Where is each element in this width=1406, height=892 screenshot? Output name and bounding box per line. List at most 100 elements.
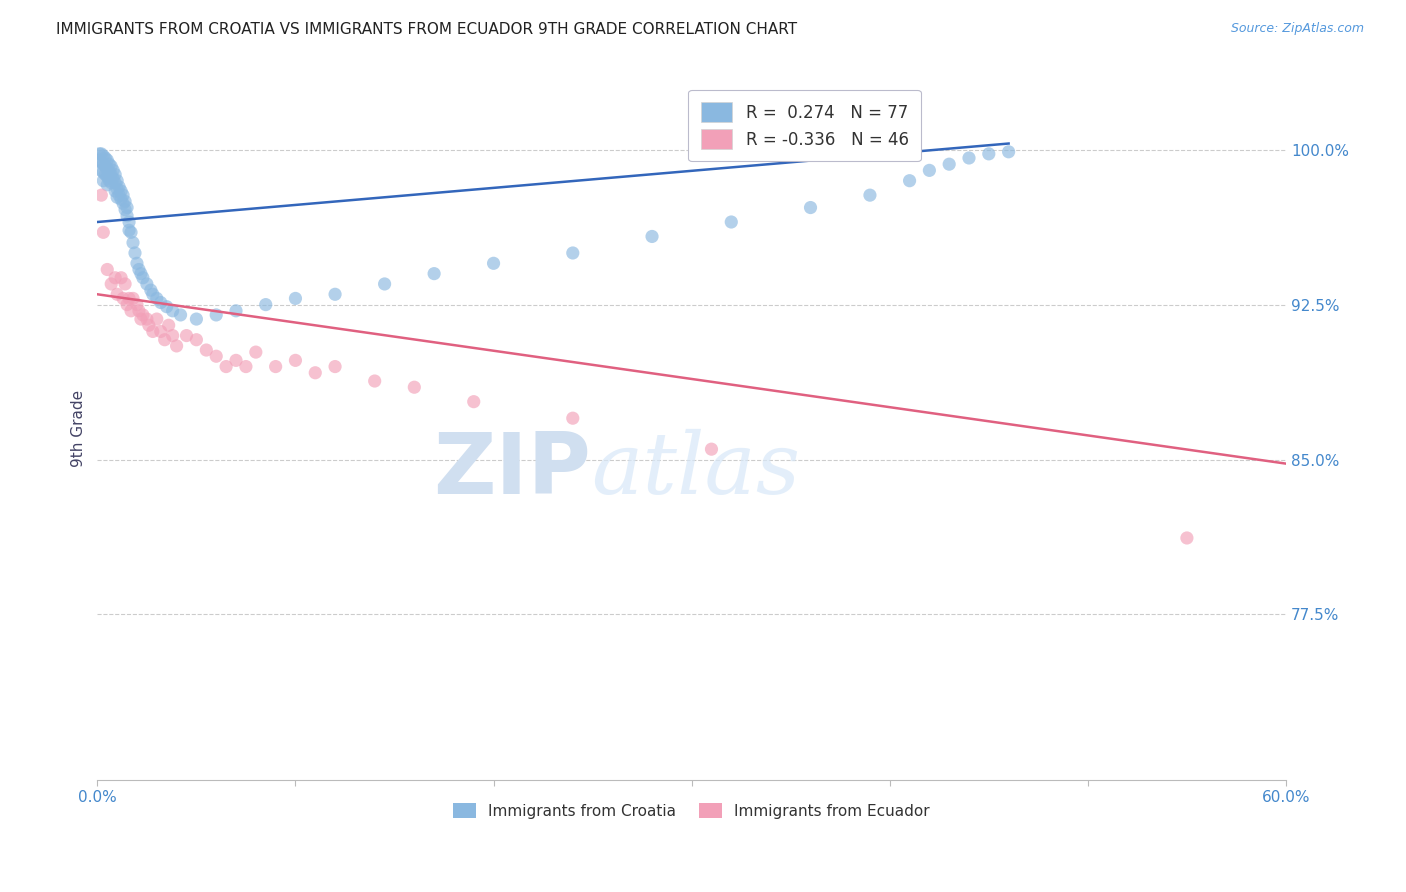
Point — [114, 277, 136, 291]
Point — [129, 312, 152, 326]
Point — [363, 374, 385, 388]
Point — [105, 174, 128, 188]
Point — [162, 303, 184, 318]
Point — [104, 270, 127, 285]
Point — [122, 235, 145, 250]
Point — [118, 223, 141, 237]
Point — [157, 318, 180, 333]
Point — [96, 153, 118, 167]
Point — [96, 178, 118, 192]
Point — [104, 176, 127, 190]
Point — [100, 176, 122, 190]
Point — [114, 202, 136, 217]
Point — [110, 270, 132, 285]
Point — [482, 256, 505, 270]
Legend: Immigrants from Croatia, Immigrants from Ecuador: Immigrants from Croatia, Immigrants from… — [447, 797, 936, 824]
Point — [105, 190, 128, 204]
Point — [105, 182, 128, 196]
Point — [323, 287, 346, 301]
Point — [128, 262, 150, 277]
Point — [115, 297, 138, 311]
Point — [132, 308, 155, 322]
Point — [125, 256, 148, 270]
Point — [120, 303, 142, 318]
Point — [118, 292, 141, 306]
Text: atlas: atlas — [591, 429, 800, 512]
Point — [91, 165, 114, 179]
Point — [91, 157, 114, 171]
Point — [110, 184, 132, 198]
Point — [997, 145, 1019, 159]
Point — [142, 287, 165, 301]
Point — [112, 196, 135, 211]
Point — [91, 149, 114, 163]
Point — [90, 188, 112, 202]
Point — [96, 161, 118, 176]
Point — [103, 163, 125, 178]
Point — [94, 151, 117, 165]
Point — [112, 188, 135, 202]
Point — [115, 209, 138, 223]
Point — [284, 353, 307, 368]
Point — [304, 366, 326, 380]
Point — [104, 184, 127, 198]
Point — [149, 325, 172, 339]
Point — [112, 292, 135, 306]
Point — [129, 267, 152, 281]
Text: IMMIGRANTS FROM CROATIA VS IMMIGRANTS FROM ECUADOR 9TH GRADE CORRELATION CHART: IMMIGRANTS FROM CROATIA VS IMMIGRANTS FR… — [56, 22, 797, 37]
Point — [1175, 531, 1198, 545]
Point — [90, 163, 112, 178]
Point — [957, 151, 980, 165]
Point — [91, 174, 114, 188]
Point — [89, 153, 111, 167]
Point — [225, 353, 247, 368]
Point — [323, 359, 346, 374]
Point — [977, 146, 1000, 161]
Point — [90, 155, 112, 169]
Point — [128, 303, 150, 318]
Point — [898, 174, 921, 188]
Point — [205, 308, 228, 322]
Point — [100, 159, 122, 173]
Point — [124, 246, 146, 260]
Point — [176, 328, 198, 343]
Point — [100, 168, 122, 182]
Point — [215, 359, 238, 374]
Point — [254, 297, 277, 311]
Point — [138, 318, 160, 333]
Point — [98, 165, 121, 179]
Point — [108, 180, 131, 194]
Point — [96, 169, 118, 184]
Point — [938, 157, 960, 171]
Point — [114, 194, 136, 209]
Point — [264, 359, 287, 374]
Point — [103, 171, 125, 186]
Point — [91, 225, 114, 239]
Point — [641, 229, 664, 244]
Point — [918, 163, 941, 178]
Point — [166, 339, 188, 353]
Point — [284, 292, 307, 306]
Point — [186, 333, 208, 347]
Point — [463, 394, 485, 409]
Point — [120, 225, 142, 239]
Y-axis label: 9th Grade: 9th Grade — [72, 390, 86, 467]
Point — [561, 411, 583, 425]
Point — [96, 262, 118, 277]
Point — [105, 287, 128, 301]
Point — [132, 270, 155, 285]
Point — [700, 442, 723, 457]
Point — [98, 157, 121, 171]
Point — [89, 146, 111, 161]
Text: Source: ZipAtlas.com: Source: ZipAtlas.com — [1230, 22, 1364, 36]
Point — [110, 192, 132, 206]
Point — [225, 303, 247, 318]
Point — [139, 283, 162, 297]
Point — [94, 159, 117, 173]
Point — [142, 325, 165, 339]
Point — [245, 345, 267, 359]
Point — [195, 343, 218, 357]
Point — [374, 277, 396, 291]
Point — [100, 277, 122, 291]
Point — [90, 146, 112, 161]
